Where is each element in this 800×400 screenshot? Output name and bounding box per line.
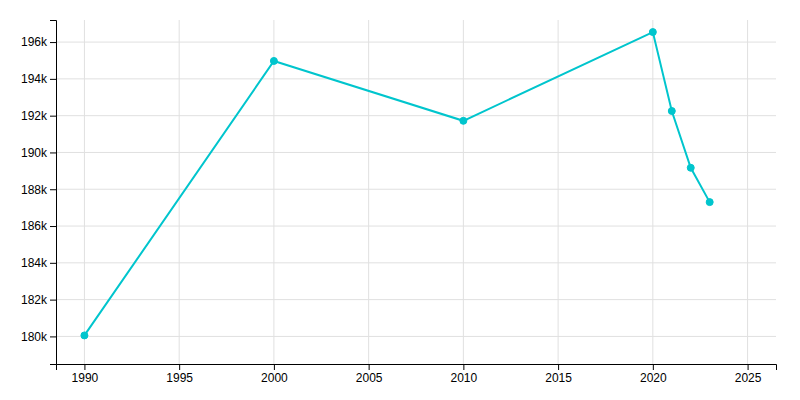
grid-line-y xyxy=(56,115,776,116)
grid-line-x xyxy=(179,20,180,364)
y-tick: 190k xyxy=(21,146,56,160)
y-tick-label: 188k xyxy=(21,183,48,197)
y-tick-mark xyxy=(50,116,56,117)
grid-line-x xyxy=(84,20,85,364)
plot-area: 1990 1995 2000 2005 2010 2015 2020 2025 180k 182k… xyxy=(21,20,777,385)
point xyxy=(668,108,675,115)
x-tick: 1995 xyxy=(166,364,193,385)
point xyxy=(687,164,694,171)
y-tick: 180k xyxy=(21,330,56,344)
chart-container: 1990 1995 2000 2005 2010 2015 2020 2025 180k 182k… xyxy=(0,0,800,400)
chart-svg: 1990 1995 2000 2005 2010 2015 2020 2025 180k 182k… xyxy=(0,0,800,400)
x-tick: 1990 xyxy=(72,364,99,385)
y-tick: 194k xyxy=(21,72,56,86)
grid-line-y xyxy=(56,42,776,43)
grid-line-y xyxy=(56,152,776,153)
y-tick-mark xyxy=(50,226,56,227)
x-tick-mark xyxy=(274,364,275,370)
x-tick: 2025 xyxy=(735,364,762,385)
grid-line-y xyxy=(56,78,776,79)
grid-line-x xyxy=(368,20,369,364)
x-tick-label: 1995 xyxy=(166,371,193,385)
x-tick: 2000 xyxy=(261,364,288,385)
y-tick: 188k xyxy=(21,183,56,197)
x-tick-mark xyxy=(179,364,180,370)
grid-line-y xyxy=(56,189,776,190)
y-tick: 184k xyxy=(21,256,56,270)
x-tick-label: 2020 xyxy=(640,371,667,385)
x-tick-label: 2010 xyxy=(451,371,478,385)
y-tick-label: 192k xyxy=(21,109,48,123)
x-tick-label: 1990 xyxy=(72,371,99,385)
x-tick-mark xyxy=(463,364,464,370)
y-tick-label: 190k xyxy=(21,146,48,160)
grid xyxy=(56,20,776,364)
line xyxy=(84,32,709,335)
y-tick-mark xyxy=(50,263,56,264)
grid-line-x xyxy=(558,20,559,364)
x-tick-mark xyxy=(748,364,749,370)
y-tick-label: 180k xyxy=(21,330,48,344)
y-axis: 180k 182k 184k 186k 188k 190k 192k 194k 196k xyxy=(21,21,57,365)
y-tick-label: 186k xyxy=(21,219,48,233)
point xyxy=(270,57,277,64)
point xyxy=(649,29,656,36)
y-tick: 182k xyxy=(21,293,56,307)
y-tick: 192k xyxy=(21,109,56,123)
x-tick-label: 2005 xyxy=(356,371,383,385)
grid-line-y xyxy=(56,226,776,227)
x-tick-mark xyxy=(84,364,85,370)
grid-line-y xyxy=(56,299,776,300)
x-tick: 2015 xyxy=(545,364,572,385)
y-tick-mark xyxy=(50,300,56,301)
x-axis-line xyxy=(57,365,777,371)
grid-line-x xyxy=(652,20,653,364)
grid-line-x xyxy=(463,20,464,364)
y-tick-label: 184k xyxy=(21,256,48,270)
y-tick-mark xyxy=(50,152,56,153)
x-tick-label: 2000 xyxy=(261,371,288,385)
point xyxy=(706,199,713,206)
point xyxy=(81,332,88,339)
y-tick-mark xyxy=(50,336,56,337)
y-tick: 196k xyxy=(21,35,56,49)
x-axis: 1990 1995 2000 2005 2010 2015 2020 2025 xyxy=(57,364,777,385)
marks xyxy=(81,29,713,339)
y-tick-label: 194k xyxy=(21,72,48,86)
x-tick: 2010 xyxy=(451,364,478,385)
y-tick: 186k xyxy=(21,219,56,233)
x-tick-mark xyxy=(653,364,654,370)
x-tick-mark xyxy=(369,364,370,370)
point xyxy=(460,117,467,124)
grid-line-x xyxy=(747,20,748,364)
y-tick-mark xyxy=(50,189,56,190)
y-tick-mark xyxy=(50,42,56,43)
y-tick-label: 182k xyxy=(21,293,48,307)
x-tick-mark xyxy=(558,364,559,370)
x-tick: 2005 xyxy=(356,364,383,385)
x-tick-label: 2015 xyxy=(545,371,572,385)
grid-line-y xyxy=(56,336,776,337)
x-tick: 2020 xyxy=(640,364,667,385)
x-tick-label: 2025 xyxy=(735,371,762,385)
grid-line-x xyxy=(273,20,274,364)
y-tick-mark xyxy=(50,79,56,80)
y-tick-label: 196k xyxy=(21,35,48,49)
y-axis-line xyxy=(50,21,57,365)
grid-line-y xyxy=(56,262,776,263)
